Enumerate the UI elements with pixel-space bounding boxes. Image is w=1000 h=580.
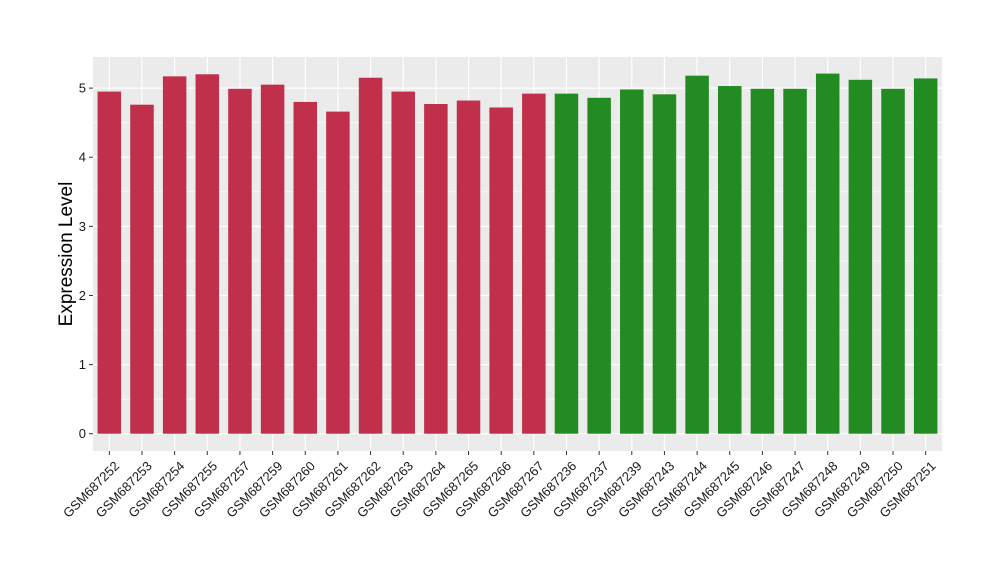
bar-GSM687266	[489, 107, 513, 434]
bar-GSM687255	[195, 74, 220, 434]
bar-GSM687259	[260, 84, 285, 434]
bar-GSM687263	[391, 91, 415, 434]
bar-GSM687252	[97, 91, 122, 434]
bar-GSM687249	[848, 79, 873, 434]
bar-GSM687236	[554, 93, 579, 434]
bar-GSM687250	[881, 88, 905, 434]
bar-GSM687257	[228, 88, 252, 434]
bar-GSM687254	[162, 76, 187, 434]
bar-GSM687239	[620, 89, 644, 434]
bar-GSM687267	[522, 93, 546, 434]
y-tick-label: 2	[79, 288, 86, 303]
bar-GSM687253	[130, 104, 154, 434]
bar-GSM687245	[717, 86, 742, 434]
bars	[97, 73, 938, 434]
bar-GSM687265	[456, 100, 481, 434]
bar-GSM687260	[293, 101, 318, 434]
y-tick-label: 1	[79, 357, 86, 372]
bar-GSM687237	[587, 97, 611, 434]
bar-GSM687244	[685, 75, 709, 434]
y-axis: 0 1 2 3 4 5	[79, 81, 93, 441]
x-axis: GSM687252GSM687253GSM687254GSM687255GSM6…	[60, 451, 939, 521]
bar-GSM687261	[326, 111, 350, 434]
y-tick-label: 5	[79, 81, 86, 96]
bar-GSM687251	[913, 78, 938, 434]
y-tick-label: 0	[79, 426, 86, 441]
plot-panel	[93, 57, 942, 451]
bar-GSM687243	[652, 94, 677, 434]
y-tick-label: 3	[79, 219, 86, 234]
bar-GSM687248	[815, 73, 840, 434]
bar-GSM687247	[783, 88, 807, 434]
bar-GSM687262	[358, 77, 383, 434]
y-axis-title: Expression Level	[56, 182, 77, 327]
bar-GSM687246	[750, 88, 775, 434]
y-tick-label: 4	[79, 150, 86, 165]
bar-GSM687264	[424, 104, 448, 434]
